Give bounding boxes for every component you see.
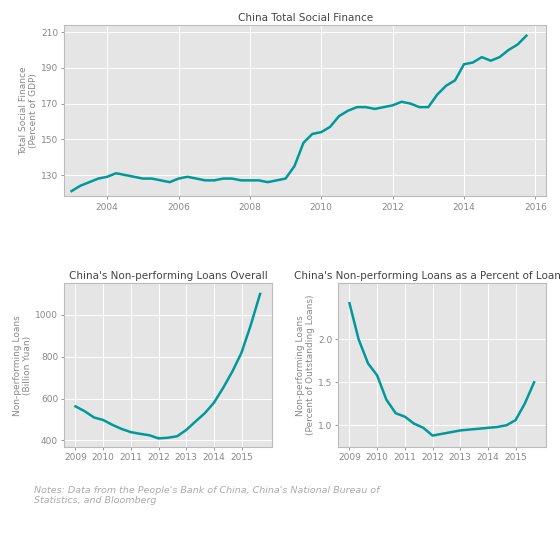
Title: China's Non-performing Loans Overall: China's Non-performing Loans Overall	[69, 271, 268, 281]
Y-axis label: Total Social Finance
(Percent of GDP): Total Social Finance (Percent of GDP)	[18, 67, 38, 155]
Y-axis label: Non-performing Loans
(Percent of Outstanding Loans): Non-performing Loans (Percent of Outstan…	[296, 295, 315, 435]
Title: China Total Social Finance: China Total Social Finance	[237, 13, 373, 23]
Title: China's Non-performing Loans as a Percent of Loan Book: China's Non-performing Loans as a Percen…	[294, 271, 560, 281]
Y-axis label: Non-performing Loans
(Billion Yuan): Non-performing Loans (Billion Yuan)	[13, 315, 32, 416]
Text: Notes: Data from the People's Bank of China, China's National Bureau of
Statisti: Notes: Data from the People's Bank of Ch…	[34, 486, 379, 505]
